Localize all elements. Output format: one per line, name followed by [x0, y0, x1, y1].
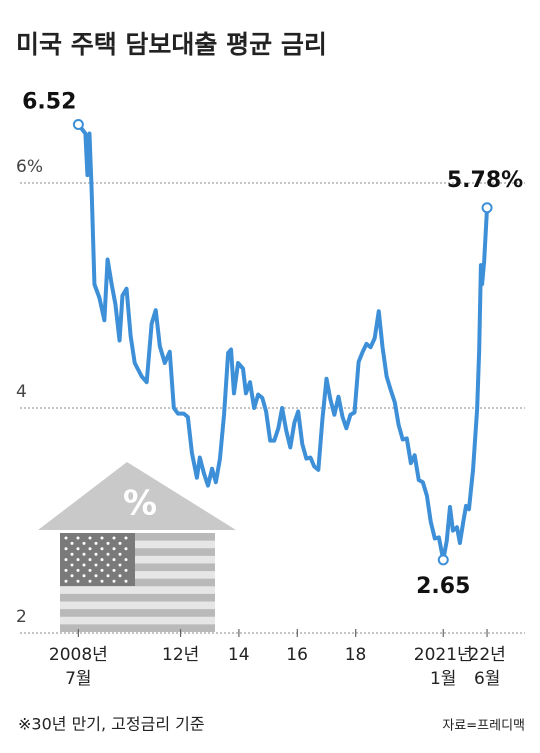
y-tick-label: 2	[16, 607, 27, 627]
source: 자료=프레디맥	[442, 719, 525, 734]
y-tick-label: 4	[16, 382, 27, 402]
y-tick-label: 6%	[16, 157, 43, 177]
x-tick-label: 2008년 7월	[48, 645, 108, 689]
x-tick-label: 22년 6월	[468, 645, 506, 689]
x-tick-label: 18	[344, 645, 367, 665]
point-marker	[437, 554, 449, 566]
x-tick-label: 12년	[162, 645, 200, 665]
note: ※30년 만기, 고정금리 기준	[18, 715, 205, 734]
x-tick-label: 14	[227, 645, 250, 665]
point-marker	[72, 119, 84, 130]
value-label: 2.65	[416, 574, 470, 599]
x-tick-label: 2021년 1월	[413, 645, 473, 689]
house-icon: %	[38, 462, 236, 632]
line-series	[76, 123, 490, 562]
x-tick-label: 16	[286, 645, 308, 665]
chart-title: 미국 주택 담보대출 평균 금리	[16, 30, 327, 59]
point-marker	[481, 202, 493, 214]
icon-label: %	[123, 484, 157, 524]
value-label: 5.78%	[447, 168, 523, 193]
value-label: 6.52	[22, 90, 76, 115]
